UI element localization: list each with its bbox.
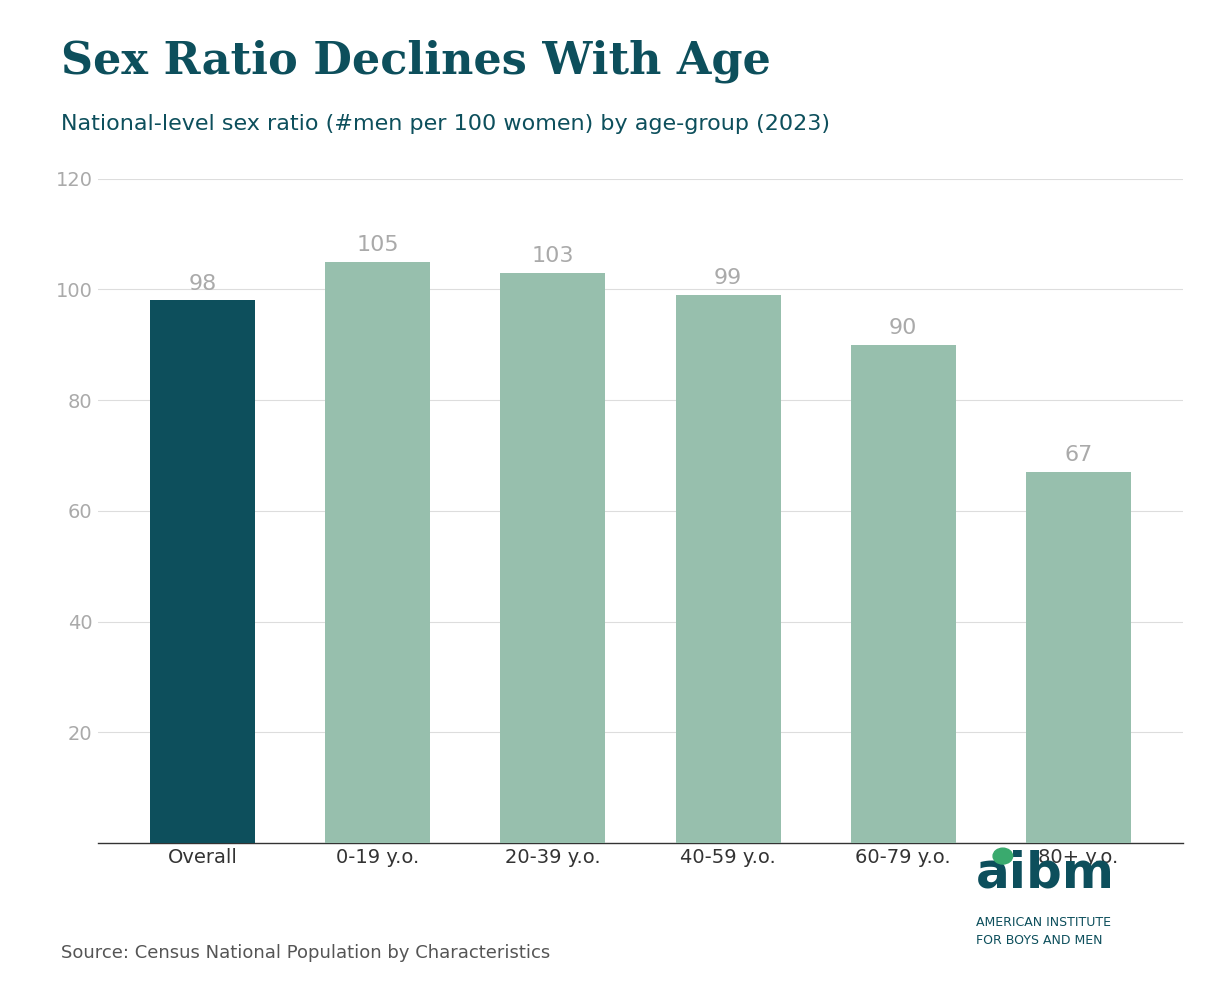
Text: 99: 99 [714,268,742,289]
Text: 90: 90 [889,318,917,338]
Bar [850,345,955,843]
Text: 98: 98 [189,274,217,294]
Text: National-level sex ratio (#men per 100 women) by age-group (2023): National-level sex ratio (#men per 100 w… [61,114,830,134]
Bar [500,273,605,843]
Text: 103: 103 [532,246,575,266]
Text: 105: 105 [356,235,399,255]
Text: 67: 67 [1064,445,1092,465]
Bar [326,262,431,843]
Text: AMERICAN INSTITUTE
FOR BOYS AND MEN: AMERICAN INSTITUTE FOR BOYS AND MEN [976,917,1111,947]
Bar [1026,472,1131,843]
Text: Sex Ratio Declines With Age: Sex Ratio Declines With Age [61,40,771,83]
Bar [676,295,781,843]
Bar [150,301,255,843]
Text: aibm: aibm [976,850,1115,898]
Text: Source: Census National Population by Characteristics: Source: Census National Population by Ch… [61,944,550,962]
